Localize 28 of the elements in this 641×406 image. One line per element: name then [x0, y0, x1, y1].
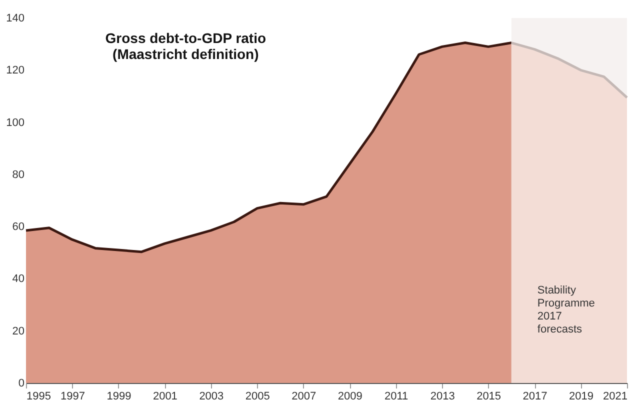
text: Programme: [537, 297, 595, 310]
y-tick-label: 60: [12, 221, 24, 234]
x-tick-label: 2001: [152, 390, 178, 402]
x-tick-label: 2009: [338, 390, 362, 402]
text: forecasts: [537, 323, 582, 336]
y-tick-label: 140: [6, 12, 24, 24]
text: 2017: [537, 310, 562, 322]
x-tick-label: 2011: [384, 390, 408, 402]
x-tick-label: 2003: [199, 390, 224, 402]
x-tick-label: 2021: [603, 390, 628, 402]
y-tick-label: 0: [18, 378, 24, 390]
y-tick-label: 120: [6, 64, 24, 77]
text: Stability: [537, 284, 576, 296]
text: Gross debt-to-GDP ratio: [105, 30, 266, 46]
x-tick-label: 2007: [292, 390, 316, 402]
x-tick-label: 2019: [569, 390, 594, 402]
text: (Maastricht definition): [112, 46, 259, 62]
x-tick-label: 1997: [60, 390, 85, 402]
x-tick-label: 2017: [522, 390, 548, 402]
y-tick-label: 100: [6, 116, 24, 129]
y-tick-label: 40: [12, 273, 24, 286]
x-tick-label: 2015: [476, 390, 502, 402]
x-tick-label: 2005: [245, 390, 270, 402]
x-tick-label: 2013: [430, 390, 455, 402]
x-tick-label: 1995: [26, 390, 51, 402]
y-tick-label: 80: [12, 168, 24, 181]
x-tick-label: 1999: [106, 390, 132, 402]
y-tick-label: 20: [12, 325, 24, 338]
